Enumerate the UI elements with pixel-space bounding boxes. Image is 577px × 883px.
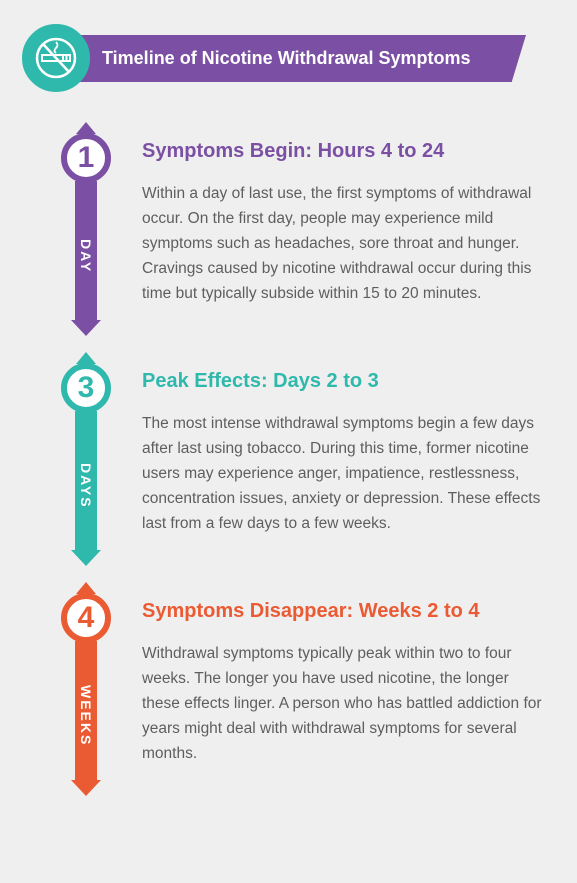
entry-body: The most intense withdrawal symptoms beg… [142, 411, 549, 537]
entry-text: Symptoms Disappear: Weeks 2 to 4 Withdra… [114, 582, 549, 789]
stage-number: 4 [78, 601, 95, 635]
arrow-down-icon [71, 780, 101, 796]
timeline-side: 4 WEEKS [58, 582, 114, 796]
timeline-entry: 4 WEEKS Symptoms Disappear: Weeks 2 to 4… [58, 582, 549, 812]
timeline: 1 DAY Symptoms Begin: Hours 4 to 24 With… [0, 122, 577, 812]
entry-body: Withdrawal symptoms typically peak withi… [142, 641, 549, 767]
timeline-entry: 3 DAYS Peak Effects: Days 2 to 3 The mos… [58, 352, 549, 582]
stage-number: 3 [78, 371, 95, 405]
page-title-bar: Timeline of Nicotine Withdrawal Symptoms [72, 35, 512, 82]
stage-unit-label: WEEKS [78, 675, 94, 746]
vertical-bar: DAYS [75, 411, 97, 551]
header: Timeline of Nicotine Withdrawal Symptoms [0, 24, 577, 92]
stage-number-badge: 3 [61, 363, 111, 413]
entry-text: Symptoms Begin: Hours 4 to 24 Within a d… [114, 122, 549, 329]
timeline-entry: 1 DAY Symptoms Begin: Hours 4 to 24 With… [58, 122, 549, 352]
infographic-container: Timeline of Nicotine Withdrawal Symptoms… [0, 0, 577, 812]
entry-body: Within a day of last use, the first symp… [142, 181, 549, 307]
entry-title: Symptoms Begin: Hours 4 to 24 [142, 140, 549, 163]
arrow-down-icon [71, 320, 101, 336]
stage-number-badge: 4 [61, 593, 111, 643]
stage-unit-label: DAY [78, 229, 94, 273]
timeline-side: 3 DAYS [58, 352, 114, 566]
no-smoking-icon [22, 24, 90, 92]
entry-title: Symptoms Disappear: Weeks 2 to 4 [142, 600, 549, 623]
stage-number-badge: 1 [61, 133, 111, 183]
vertical-bar: WEEKS [75, 641, 97, 781]
entry-text: Peak Effects: Days 2 to 3 The most inten… [114, 352, 549, 559]
stage-unit-label: DAYS [78, 453, 94, 509]
entry-title: Peak Effects: Days 2 to 3 [142, 370, 549, 393]
arrow-down-icon [71, 550, 101, 566]
page-title: Timeline of Nicotine Withdrawal Symptoms [102, 48, 471, 68]
timeline-side: 1 DAY [58, 122, 114, 336]
stage-number: 1 [78, 141, 95, 175]
vertical-bar: DAY [75, 181, 97, 321]
